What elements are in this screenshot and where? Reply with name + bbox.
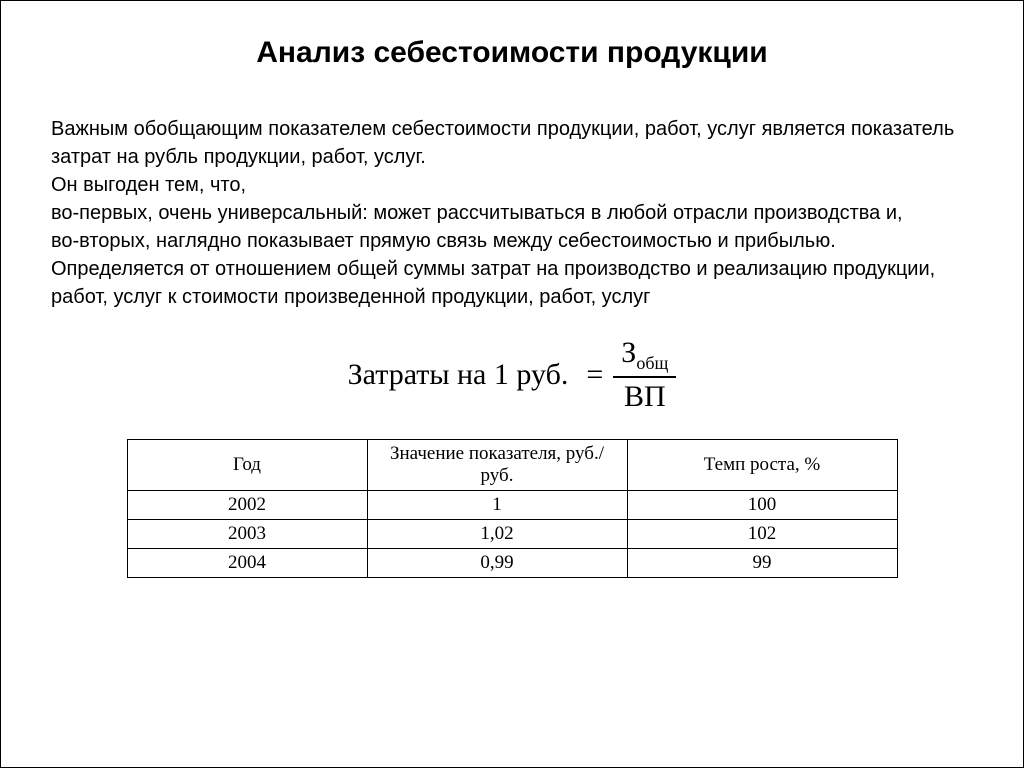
cell-value: 1,02 [367, 520, 627, 549]
numerator-subscript: общ [636, 353, 668, 373]
body-paragraph: Важным обобщающим показателем себестоимо… [51, 115, 973, 311]
cell-value: 0,99 [367, 549, 627, 578]
formula-denominator: ВП [616, 378, 674, 414]
cell-year: 2003 [127, 520, 367, 549]
table-row: 2004 0,99 99 [127, 549, 897, 578]
cell-value: 1 [367, 491, 627, 520]
formula: Затраты на 1 руб. = Зобщ ВП [51, 336, 973, 414]
formula-fraction: Зобщ ВП [613, 336, 676, 414]
table-header-growth: Темп роста, % [627, 440, 897, 491]
table-row: 2003 1,02 102 [127, 520, 897, 549]
cell-year: 2004 [127, 549, 367, 578]
page-title: Анализ себестоимости продукции [51, 36, 973, 70]
cell-growth: 102 [627, 520, 897, 549]
formula-equals: = [586, 358, 603, 392]
cell-growth: 99 [627, 549, 897, 578]
cell-year: 2002 [127, 491, 367, 520]
formula-numerator: Зобщ [613, 336, 676, 378]
numerator-main: З [621, 336, 636, 369]
table-header-row: Год Значение показателя, руб./руб. Темп … [127, 440, 897, 491]
table-header-value: Значение показателя, руб./руб. [367, 440, 627, 491]
table-row: 2002 1 100 [127, 491, 897, 520]
table-header-year: Год [127, 440, 367, 491]
cell-growth: 100 [627, 491, 897, 520]
formula-label: Затраты на 1 руб. [348, 358, 569, 392]
data-table: Год Значение показателя, руб./руб. Темп … [127, 439, 898, 578]
